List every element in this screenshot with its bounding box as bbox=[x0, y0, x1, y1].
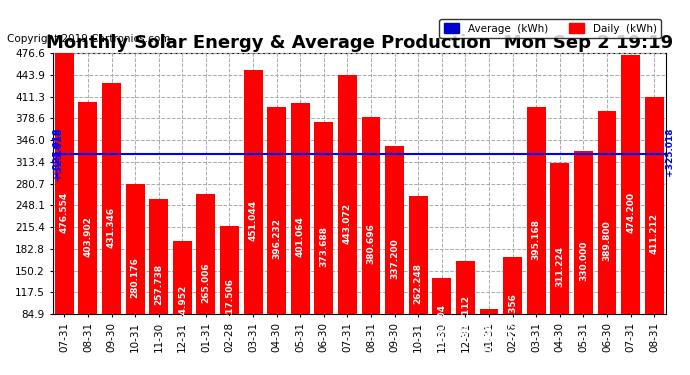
Text: +325.018: +325.018 bbox=[52, 128, 63, 180]
Bar bbox=[362, 117, 380, 370]
Bar bbox=[408, 196, 428, 370]
Text: 451.044: 451.044 bbox=[248, 200, 257, 241]
Text: 164.112: 164.112 bbox=[461, 296, 470, 336]
Bar bbox=[173, 241, 192, 370]
Bar bbox=[267, 106, 286, 370]
Text: +325.018: +325.018 bbox=[52, 128, 61, 180]
Text: 257.738: 257.738 bbox=[154, 264, 164, 305]
Text: 280.176: 280.176 bbox=[130, 257, 139, 298]
Text: 474.200: 474.200 bbox=[626, 192, 635, 233]
Bar bbox=[79, 102, 97, 370]
Bar bbox=[102, 83, 121, 370]
Bar bbox=[290, 104, 310, 370]
Text: 337.200: 337.200 bbox=[390, 238, 399, 279]
Bar bbox=[385, 146, 404, 370]
Text: 411.212: 411.212 bbox=[650, 213, 659, 254]
Text: 443.072: 443.072 bbox=[343, 202, 352, 244]
Bar bbox=[480, 309, 498, 370]
Text: 265.006: 265.006 bbox=[201, 262, 210, 303]
Bar bbox=[338, 75, 357, 370]
Text: 262.248: 262.248 bbox=[414, 263, 423, 304]
Text: 139.104: 139.104 bbox=[437, 304, 446, 345]
Text: 476.554: 476.554 bbox=[60, 191, 69, 232]
Legend: Average  (kWh), Daily  (kWh): Average (kWh), Daily (kWh) bbox=[440, 19, 661, 38]
Text: 403.902: 403.902 bbox=[83, 216, 92, 256]
Bar bbox=[456, 261, 475, 370]
Text: 380.696: 380.696 bbox=[366, 224, 375, 264]
Bar bbox=[315, 122, 333, 370]
Text: 396.232: 396.232 bbox=[272, 218, 281, 259]
Bar bbox=[244, 70, 262, 370]
Bar bbox=[197, 194, 215, 370]
Text: +325.018: +325.018 bbox=[666, 128, 675, 180]
Text: Copyright 2019 Cartronics.com: Copyright 2019 Cartronics.com bbox=[7, 34, 170, 44]
Text: 92.564: 92.564 bbox=[484, 322, 493, 357]
Bar bbox=[126, 184, 144, 370]
Text: 431.346: 431.346 bbox=[107, 206, 116, 248]
Bar bbox=[149, 199, 168, 370]
Text: 311.224: 311.224 bbox=[555, 246, 564, 288]
Text: 389.800: 389.800 bbox=[602, 220, 611, 261]
Bar bbox=[644, 97, 664, 370]
Title: Monthly Solar Energy & Average Production  Mon Sep 2 19:19: Monthly Solar Energy & Average Productio… bbox=[46, 33, 673, 51]
Bar bbox=[598, 111, 616, 370]
Bar bbox=[621, 55, 640, 370]
Bar bbox=[574, 151, 593, 370]
Text: 373.688: 373.688 bbox=[319, 226, 328, 267]
Bar bbox=[433, 278, 451, 370]
Bar bbox=[503, 257, 522, 370]
Text: 170.356: 170.356 bbox=[508, 294, 517, 334]
Text: 401.064: 401.064 bbox=[296, 217, 305, 258]
Text: 194.952: 194.952 bbox=[178, 285, 187, 326]
Bar bbox=[526, 107, 546, 370]
Text: 217.506: 217.506 bbox=[225, 278, 234, 319]
Text: 395.168: 395.168 bbox=[532, 219, 541, 260]
Text: 330.000: 330.000 bbox=[579, 240, 588, 281]
Bar bbox=[220, 226, 239, 370]
Bar bbox=[55, 53, 74, 370]
Bar bbox=[551, 163, 569, 370]
